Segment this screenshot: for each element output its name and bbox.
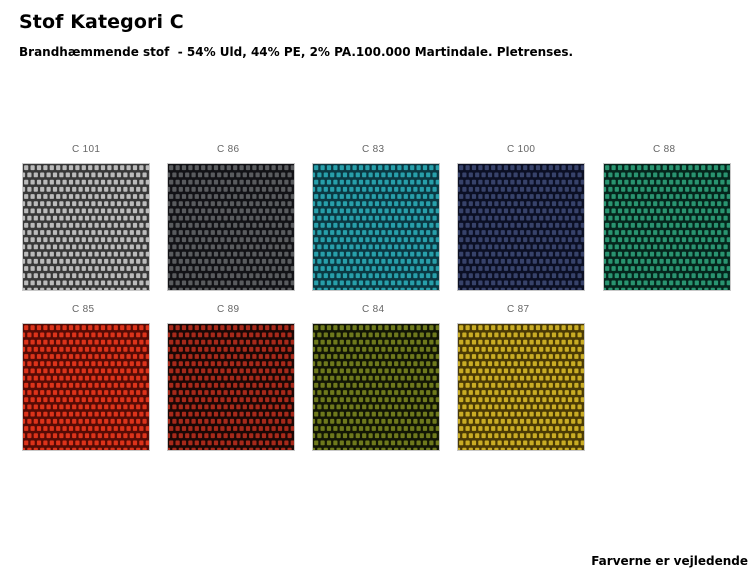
fabric-description: Brandhæmmende stof - 54% Uld, 44% PE, 2%…	[19, 45, 574, 59]
swatch-c83: C 83	[312, 143, 440, 291]
fabric-tile	[603, 163, 731, 291]
fabric-texture	[458, 164, 584, 290]
swatch-c100: C 100	[457, 143, 585, 291]
swatch-label: C 100	[507, 144, 536, 155]
fabric-tile	[312, 323, 440, 451]
swatch-label: C 89	[217, 304, 240, 315]
fabric-tile	[457, 323, 585, 451]
fabric-tile	[167, 323, 295, 451]
fabric-texture	[168, 164, 294, 290]
swatch-c87: C 87	[457, 303, 585, 451]
page-title: Stof Kategori C	[19, 11, 184, 33]
swatch-label: C 88	[653, 144, 676, 155]
fabric-texture	[23, 324, 149, 450]
color-disclaimer: Farverne er vejledende	[591, 554, 748, 568]
swatch-label: C 101	[72, 144, 101, 155]
swatch-c85: C 85	[22, 303, 150, 451]
swatch-c86: C 86	[167, 143, 295, 291]
swatch-label: C 85	[72, 304, 95, 315]
swatch-c84: C 84	[312, 303, 440, 451]
swatch-label: C 83	[362, 144, 385, 155]
fabric-texture	[458, 324, 584, 450]
fabric-texture	[604, 164, 730, 290]
fabric-texture	[313, 164, 439, 290]
fabric-texture	[313, 324, 439, 450]
swatch-c88: C 88	[603, 143, 731, 291]
swatch-c101: C 101	[22, 143, 150, 291]
fabric-tile	[22, 163, 150, 291]
swatch-label: C 86	[217, 144, 240, 155]
swatch-c89: C 89	[167, 303, 295, 451]
swatch-label: C 84	[362, 304, 385, 315]
fabric-tile	[457, 163, 585, 291]
fabric-tile	[22, 323, 150, 451]
fabric-tile	[312, 163, 440, 291]
fabric-texture	[23, 164, 149, 290]
fabric-tile	[167, 163, 295, 291]
fabric-texture	[168, 324, 294, 450]
swatch-label: C 87	[507, 304, 530, 315]
